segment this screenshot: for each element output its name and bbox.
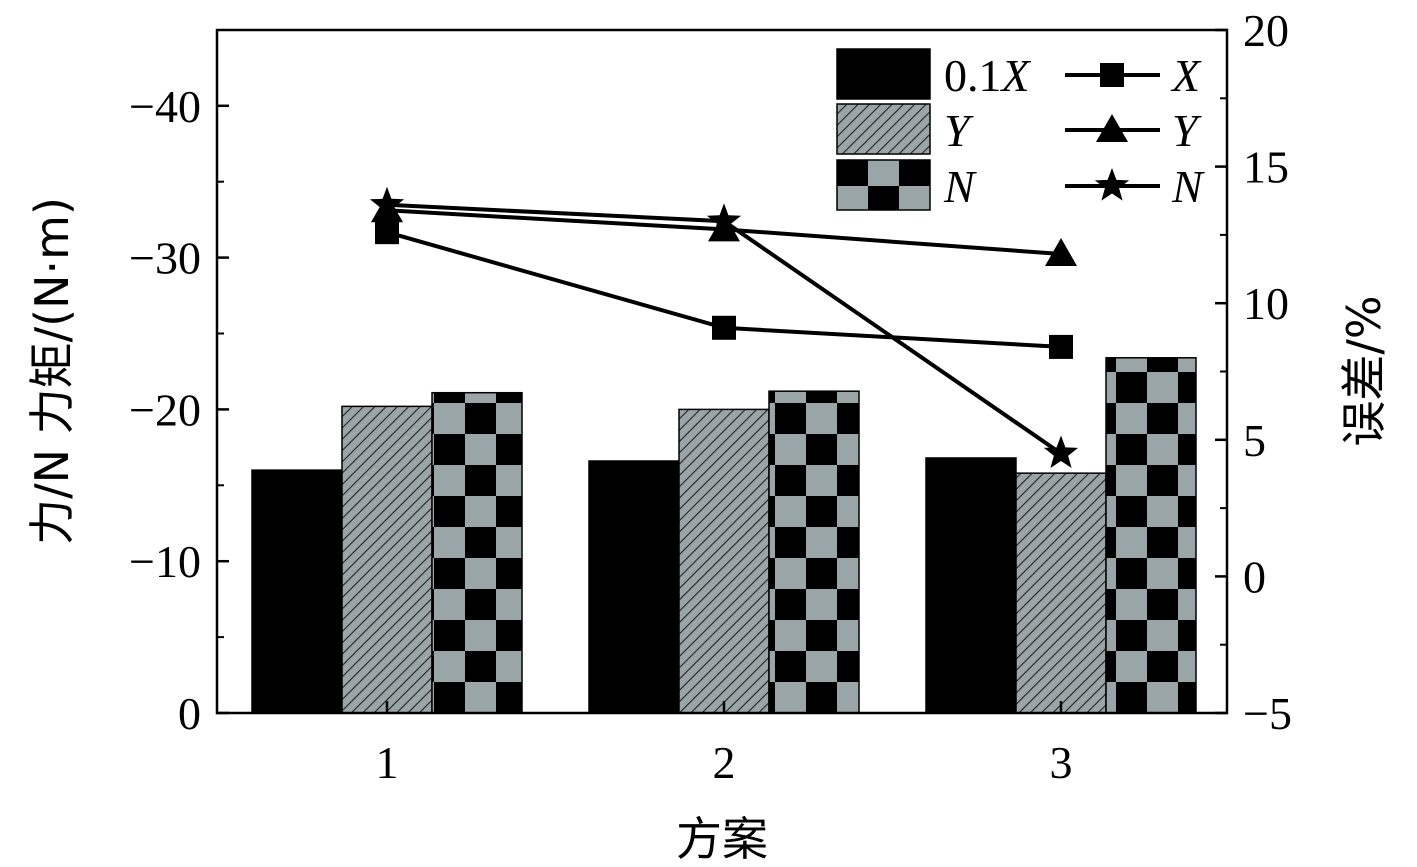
marker-y-3 [1045,238,1077,267]
y-left-tick-label: −10 [129,536,201,587]
axes: 0 −10 −20 −30 −40 −5 0 5 10 15 20 1 2 3 [129,5,1292,788]
marker-x-3 [1049,334,1073,359]
bar-n-3 [1105,357,1197,714]
legend-label-line: Y [1172,105,1202,156]
y-right-tick-label: 5 [1243,415,1266,466]
legend-label-line: N [1171,161,1205,212]
marker-x-2 [712,315,736,340]
bar-01x-2 [588,460,680,714]
bar-y-2 [678,408,770,714]
marker-n-2 [706,203,742,236]
x-axis-title: 方案 [676,812,768,866]
bar-group [251,357,1197,714]
line-group [369,186,1079,468]
legend-marker-y [1096,114,1128,142]
bar-n-1 [431,391,523,714]
y-right-tick-label: 10 [1243,278,1289,329]
y-axis-right-title: 误差/% [1337,295,1391,446]
marker-x-1 [375,220,399,245]
bar-n-2 [768,390,860,714]
legend-label-bar: N [943,161,977,212]
y-right-tick-label: 20 [1243,5,1289,56]
x-tick-label: 2 [713,737,736,788]
y-left-tick-label: −40 [129,81,201,132]
x-tick-label: 3 [1050,737,1073,788]
y-left-tick-label: −20 [129,384,201,435]
y-right-tick-label: 0 [1243,551,1266,602]
legend-swatch-01x [836,48,931,100]
y-right-tick-label: 15 [1243,142,1289,193]
legend-label-bar: 0.1X [944,50,1032,101]
y-right-tick-label: −5 [1243,688,1292,739]
legend-label-line: X [1170,50,1202,101]
bar-y-3 [1015,472,1107,714]
y-left-tick-label: −30 [129,233,201,284]
marker-n-3 [1043,435,1079,468]
bar-01x-1 [251,469,343,714]
legend-swatch-y [836,103,931,155]
bar-y-1 [341,405,433,714]
y-axis-left-title: 力/N 力矩/(N·m) [25,197,79,545]
x-tick-label: 1 [376,737,399,788]
legend-label-bar: Y [944,105,974,156]
legend-marker-x [1100,63,1124,87]
legend-swatch-n [836,159,931,211]
marker-n-1 [369,186,405,220]
bar-01x-3 [925,457,1017,714]
y-left-tick-label: 0 [178,688,201,739]
legend-marker-n [1094,168,1130,201]
